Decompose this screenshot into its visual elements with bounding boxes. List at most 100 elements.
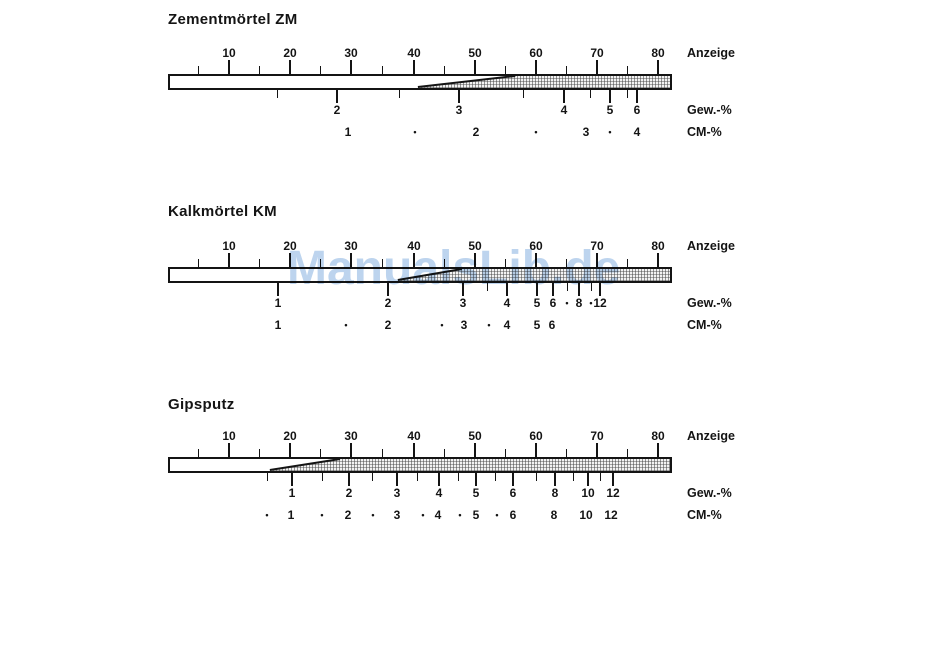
gew-tick [475, 473, 477, 486]
gew-minor-tick [590, 90, 591, 98]
gew-label: 10 [581, 486, 595, 500]
anzeige-tick-label: 10 [222, 429, 236, 443]
anzeige-major-tick [474, 253, 476, 267]
anzeige-minor-tick [505, 449, 506, 457]
anzeige-minor-tick [627, 259, 628, 267]
gew-minor-tick [573, 473, 574, 481]
anzeige-minor-tick [259, 259, 260, 267]
anzeige-minor-tick [198, 449, 199, 457]
anzeige-major-tick [657, 443, 659, 457]
gew-label: 3 [393, 486, 401, 500]
gew-minor-tick [458, 473, 459, 481]
anzeige-tick-label: 80 [651, 239, 665, 253]
anzeige-tick-label: 10 [222, 46, 236, 60]
anzeige-minor-tick [505, 66, 506, 74]
anzeige-minor-tick [382, 66, 383, 74]
cm-dot: • [413, 127, 417, 137]
anzeige-tick-label: 20 [283, 46, 297, 60]
anzeige-tick-label: 40 [407, 429, 421, 443]
cm-dot: • [487, 320, 491, 330]
cm-dot: • [344, 320, 348, 330]
gew-tick [396, 473, 398, 486]
cm-label: 2 [344, 508, 352, 522]
anzeige-minor-tick [505, 259, 506, 267]
gew-label: 5 [606, 103, 614, 117]
scale-title: Gipsputz [168, 396, 235, 413]
anzeige-major-tick [228, 443, 230, 457]
anzeige-major-tick [289, 443, 291, 457]
cm-label: 4 [633, 125, 641, 139]
cm-label: 2 [384, 318, 392, 332]
gew-label: 1 [274, 296, 282, 310]
anzeige-minor-tick [444, 449, 445, 457]
dotted-fill-wedge [270, 459, 670, 471]
gew-dot: • [589, 298, 593, 308]
anzeige-minor-tick [198, 259, 199, 267]
gew-tick [636, 90, 638, 103]
cm-dot: • [534, 127, 538, 137]
anzeige-minor-tick [444, 259, 445, 267]
gew-minor-tick [372, 473, 373, 481]
anzeige-minor-tick [566, 66, 567, 74]
cm-label: 1 [344, 125, 352, 139]
gew-label: 12 [593, 296, 607, 310]
anzeige-tick-label: 20 [283, 239, 297, 253]
cm-label: 6 [509, 508, 517, 522]
anzeige-tick-label: 80 [651, 46, 665, 60]
anzeige-major-tick [535, 253, 537, 267]
cm-label: 5 [533, 318, 541, 332]
gew-label: 4 [503, 296, 511, 310]
cm-dot: • [320, 510, 324, 520]
anzeige-unit-label: Anzeige [687, 46, 735, 60]
gew-minor-tick [322, 473, 323, 481]
anzeige-tick-label: 30 [344, 46, 358, 60]
anzeige-major-tick [657, 253, 659, 267]
anzeige-tick-label: 40 [407, 239, 421, 253]
measure-bar [168, 267, 672, 283]
gew-tick [612, 473, 614, 486]
cm-label: 3 [582, 125, 590, 139]
gew-minor-tick [591, 283, 592, 291]
gew-minor-tick [399, 90, 400, 98]
cm-dot: • [421, 510, 425, 520]
gew-label: 6 [633, 103, 641, 117]
anzeige-major-tick [596, 443, 598, 457]
gew-label: 5 [533, 296, 541, 310]
gew-tick [277, 283, 279, 296]
gew-tick [587, 473, 589, 486]
anzeige-major-tick [535, 60, 537, 74]
gew-label: 3 [455, 103, 463, 117]
anzeige-minor-tick [444, 66, 445, 74]
cm-dot: • [608, 127, 612, 137]
cm-label: 1 [287, 508, 295, 522]
gew-label: 8 [551, 486, 559, 500]
anzeige-tick-label: 40 [407, 46, 421, 60]
gew-tick [336, 90, 338, 103]
anzeige-tick-label: 70 [590, 429, 604, 443]
gew-minor-tick [487, 283, 488, 291]
anzeige-major-tick [535, 443, 537, 457]
anzeige-tick-label: 60 [529, 239, 543, 253]
cm-dot: • [495, 510, 499, 520]
gew-tick [578, 283, 580, 296]
anzeige-minor-tick [382, 449, 383, 457]
gew-tick [512, 473, 514, 486]
gew-tick [462, 283, 464, 296]
anzeige-minor-tick [566, 259, 567, 267]
cm-dot: • [371, 510, 375, 520]
anzeige-minor-tick [259, 449, 260, 457]
gew-tick [599, 283, 601, 296]
gew-label: 4 [435, 486, 443, 500]
cm-label: 2 [472, 125, 480, 139]
gew-dot: • [565, 298, 569, 308]
anzeige-minor-tick [320, 66, 321, 74]
anzeige-major-tick [350, 253, 352, 267]
anzeige-tick-label: 60 [529, 429, 543, 443]
cm-label: 4 [434, 508, 442, 522]
gew-label: 4 [560, 103, 568, 117]
measure-bar [168, 457, 672, 473]
cm-label: 5 [472, 508, 480, 522]
gew-minor-tick [600, 473, 601, 481]
gew-unit-label: Gew.-% [687, 486, 732, 500]
